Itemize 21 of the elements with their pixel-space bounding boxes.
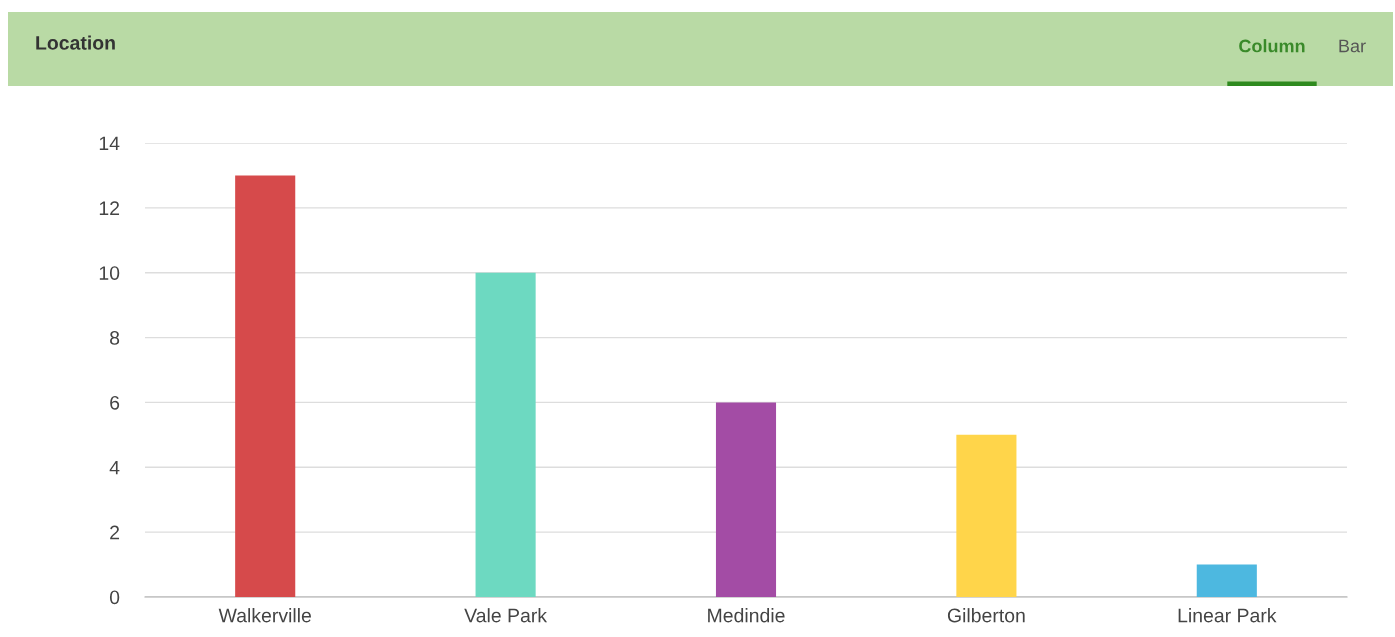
bar xyxy=(956,434,1017,597)
y-tick-label: 10 xyxy=(99,266,120,280)
y-tick-label: 4 xyxy=(109,460,120,475)
y-tick-label: 2 xyxy=(110,525,120,540)
x-tick-label: Vale Park xyxy=(464,608,548,623)
x-tick-label: Medindie xyxy=(708,608,785,623)
x-tick-label: Linear Park xyxy=(1178,608,1277,623)
x-tick-label: Gilberton xyxy=(947,608,1025,623)
y-tick-label: 0 xyxy=(109,590,120,605)
bar xyxy=(1196,564,1257,597)
y-tick-label: 12 xyxy=(99,201,120,215)
y-tick-label: 8 xyxy=(110,331,120,345)
chart-title: Location xyxy=(36,35,115,50)
text: Column xyxy=(1239,39,1305,53)
y-tick-label: 14 xyxy=(99,136,120,151)
bar xyxy=(475,272,536,597)
x-tick-label: Walkerville xyxy=(218,608,311,623)
bar xyxy=(715,402,777,597)
bar xyxy=(235,175,296,597)
text: Bar xyxy=(1339,39,1366,53)
y-tick-label: 6 xyxy=(110,395,120,410)
